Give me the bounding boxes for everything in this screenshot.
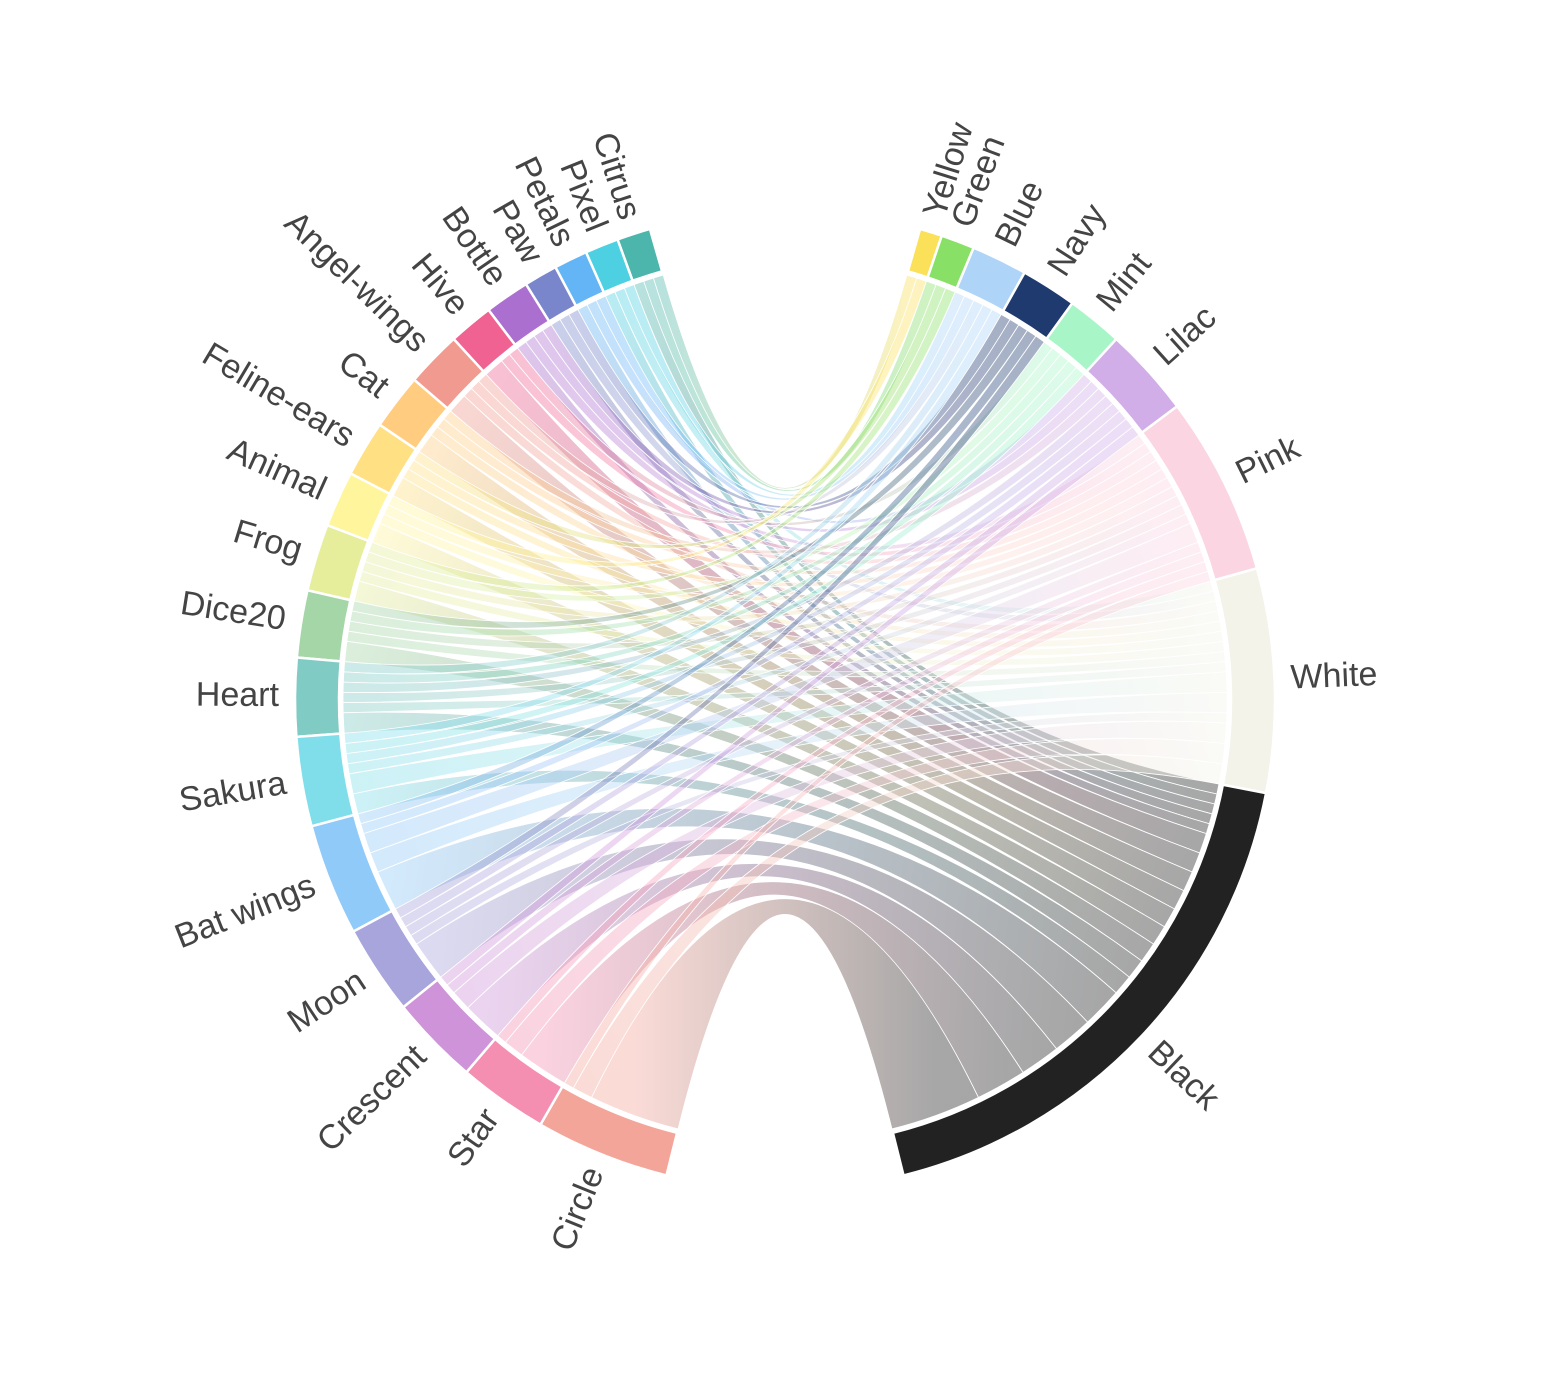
source-label: Star: [440, 1101, 507, 1174]
source-label: Dice20: [178, 584, 288, 638]
ribbon: [440, 426, 1140, 986]
ribbon: [563, 570, 1212, 1089]
target-label: Black: [1140, 1033, 1227, 1118]
target-label: Lilac: [1146, 298, 1223, 373]
target-arc: [891, 783, 1268, 1177]
ribbon: [394, 335, 1045, 919]
source-label: Heart: [196, 676, 280, 714]
ribbon: [344, 366, 1085, 755]
ribbon: [368, 287, 956, 592]
source-label: Circle: [544, 1161, 612, 1256]
source-arc: [295, 588, 352, 663]
ribbons: [342, 274, 1228, 1130]
target-label: Blue: [988, 175, 1052, 253]
source-arc: [538, 1084, 679, 1177]
source-label: Animal: [222, 431, 332, 508]
source-label: Sakura: [176, 764, 289, 819]
target-label: Mint: [1089, 245, 1159, 319]
ribbon: [343, 309, 1002, 744]
ribbon: [387, 277, 927, 568]
target-label: Navy: [1040, 197, 1114, 283]
source-label: Frog: [229, 512, 307, 569]
ribbon: [591, 898, 979, 1130]
source-label: Cat: [331, 343, 397, 406]
source-label: Angel-wings: [277, 204, 436, 360]
source-label: Bat wings: [170, 867, 321, 957]
target-label: White: [1290, 655, 1378, 696]
source-label: Crescent: [310, 1037, 434, 1159]
source-label: Feline-ears: [196, 335, 361, 455]
target-label: Pink: [1230, 428, 1307, 492]
source-label: Moon: [281, 962, 373, 1041]
source-arc: [293, 656, 343, 739]
